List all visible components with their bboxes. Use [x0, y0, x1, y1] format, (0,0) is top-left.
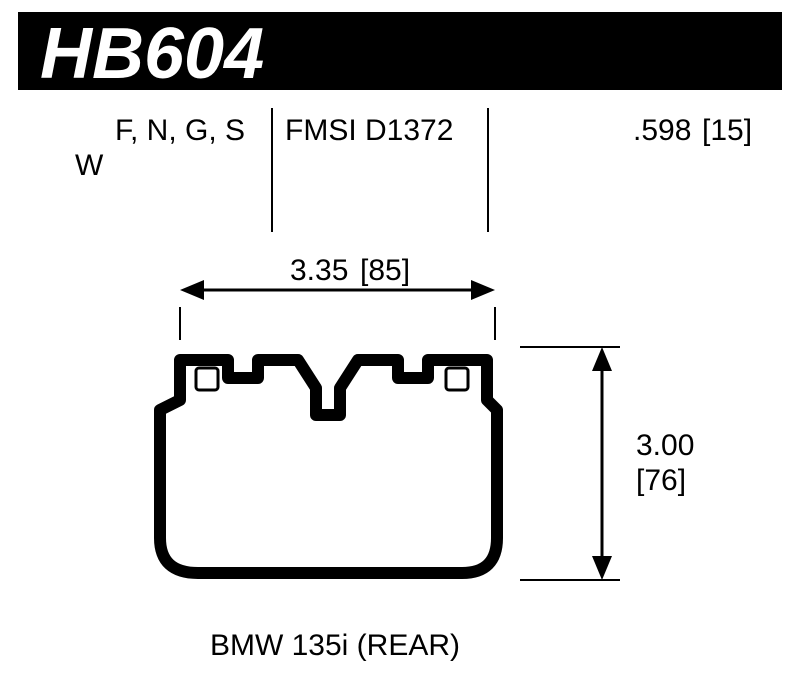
application-text: BMW 135i (REAR) [210, 629, 460, 662]
thickness-mm: [15] [702, 114, 752, 147]
height-in: 3.00 [636, 429, 694, 462]
brake-pad-drawing [160, 360, 497, 573]
height-mm: [76] [636, 464, 686, 497]
width-mm: [85] [360, 254, 410, 287]
width-dimension: 3.35 [85] [180, 254, 495, 340]
part-number: HB604 [40, 14, 264, 94]
fmsi-code: FMSI D1372 [285, 114, 453, 147]
spec-sheet: HB604 F, N, G, S W FMSI D1372 .598 [15] … [0, 0, 800, 691]
height-dimension: 3.00 [76] [520, 347, 694, 580]
compounds-line2: W [75, 149, 104, 182]
thickness-in: .598 [633, 114, 691, 147]
width-in: 3.35 [290, 254, 348, 287]
compounds-line1: F, N, G, S [115, 114, 245, 147]
